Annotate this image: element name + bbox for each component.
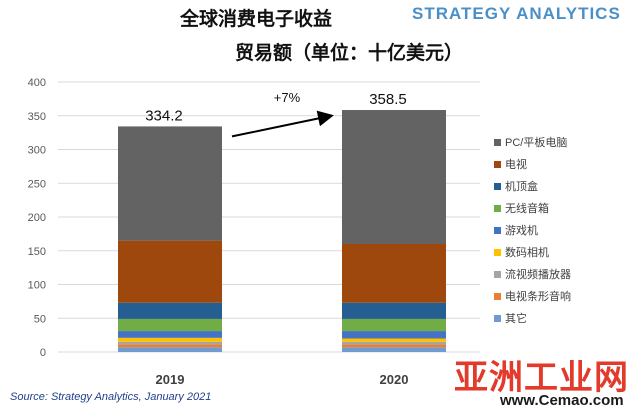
legend-label: 游戏机 xyxy=(505,223,538,237)
bar-segment xyxy=(342,244,446,303)
legend-label: 其它 xyxy=(505,311,527,325)
legend-label: 无线音箱 xyxy=(505,201,549,215)
chart-subtitle: 贸易额（单位：十亿美元） xyxy=(235,42,464,64)
total-label: 358.5 xyxy=(369,91,407,108)
bar-segment xyxy=(342,338,446,342)
y-tick-label: 150 xyxy=(28,246,46,258)
bar-segment xyxy=(118,302,222,319)
watermark-name: 亚洲工业网 xyxy=(454,358,629,398)
bar-segment xyxy=(118,240,222,303)
growth-label: +7% xyxy=(274,90,301,105)
bar-segment xyxy=(342,331,446,339)
y-tick-label: 350 xyxy=(28,111,46,123)
x-tick-label: 2020 xyxy=(380,372,409,387)
legend-swatch xyxy=(494,161,501,168)
y-axis: 0 50 100 150 200 250 300 350 400 xyxy=(28,77,46,359)
legend-swatch xyxy=(494,293,501,300)
y-tick-label: 300 xyxy=(28,145,46,157)
y-tick-label: 200 xyxy=(28,212,46,224)
bar-segment xyxy=(342,341,446,345)
legend-swatch xyxy=(494,227,501,234)
watermark-url: www.Cemao.com xyxy=(500,392,624,409)
bar-segment xyxy=(118,341,222,345)
bar-segment xyxy=(118,126,222,241)
legend-swatch xyxy=(494,205,501,212)
legend-label: 机顶盒 xyxy=(505,179,538,193)
legend-label: 流视频播放器 xyxy=(505,267,571,281)
bar-segment xyxy=(342,318,446,332)
x-tick-label: 2019 xyxy=(156,372,185,387)
total-label: 334.2 xyxy=(145,107,183,124)
bar-segment xyxy=(342,347,446,352)
bar-segment xyxy=(342,344,446,348)
y-tick-label: 250 xyxy=(28,178,46,190)
y-tick-label: 50 xyxy=(34,313,46,325)
bar-segment xyxy=(118,331,222,338)
bar-segment xyxy=(118,337,222,342)
bar-segment xyxy=(118,344,222,348)
legend-swatch xyxy=(494,139,501,146)
legend-label: 数码相机 xyxy=(505,245,549,259)
y-tick-label: 100 xyxy=(28,280,46,292)
x-axis: 2019 2020 xyxy=(156,372,409,387)
growth-annotation: +7% xyxy=(231,90,334,138)
growth-arrow xyxy=(231,110,334,138)
legend-swatch xyxy=(494,249,501,256)
brand-logo: STRATEGY ANALYTICS xyxy=(412,4,621,23)
source-note: Source: Strategy Analytics, January 2021 xyxy=(10,391,212,403)
legend-label: 电视 xyxy=(505,157,527,171)
bar-segment xyxy=(342,110,446,244)
legend-swatch xyxy=(494,315,501,322)
bar-segment xyxy=(118,318,222,332)
bar-segment xyxy=(118,347,222,352)
legend-label: PC/平板电脑 xyxy=(505,135,567,149)
bar-segment xyxy=(342,302,446,319)
y-tick-label: 400 xyxy=(28,77,46,89)
legend-label: 电视条形音响 xyxy=(505,289,571,303)
bars xyxy=(118,110,446,352)
legend-swatch xyxy=(494,183,501,190)
y-tick-label: 0 xyxy=(40,347,46,359)
legend-swatch xyxy=(494,271,501,278)
chart-title: 全球消费电子收益 xyxy=(180,8,333,30)
total-labels: 334.2 358.5 xyxy=(145,91,407,124)
